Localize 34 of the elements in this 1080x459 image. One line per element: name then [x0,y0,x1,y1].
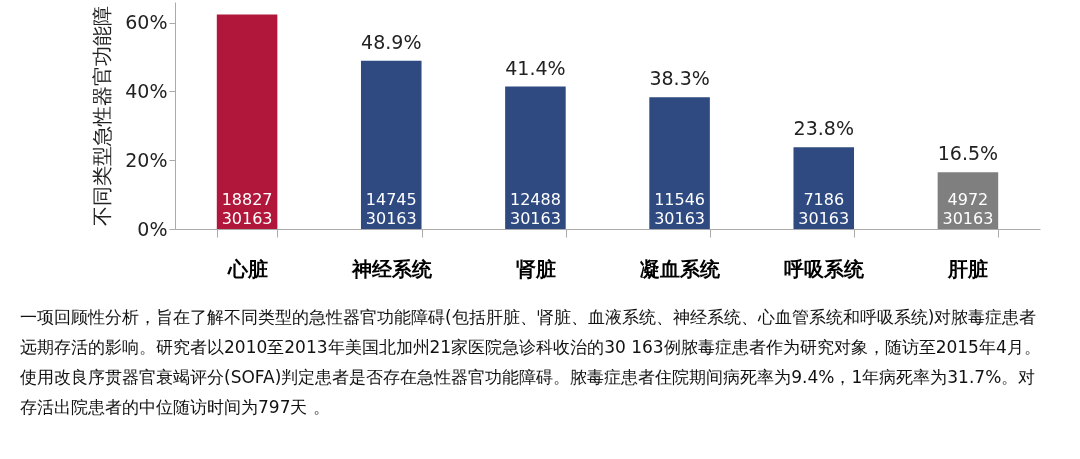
y-tick-label: 40% [125,79,168,102]
annotation: 14745 [365,190,417,209]
y-tick-label: 20% [125,148,168,171]
annotation: 30163 [365,209,417,228]
annotation: 30163 [798,209,850,228]
x-tick-label: 神经系统 [350,256,433,281]
bar [505,86,566,229]
annotation: 12488 [509,190,561,209]
annotation: 18827 [221,190,273,209]
data-label: 16.5% [937,142,999,165]
annotation: 30163 [942,209,994,228]
annotation: 30163 [654,209,706,228]
y-axis-title: 不同类型急性器官功能障 [90,6,115,226]
text: 一项回顾性分析，旨在了解不同类型的急性器官功能障碍(包括肝脏、肾脏、血液系统、神经系统、心血管系统和呼吸系统)对脓毒症患者远期存活的影响。研究者以2010至2013年美国北加州21家医院急诊科收治的30 163例脓毒症患者作为研究对象，随访至2015年4月。使用改良序贯器官衰竭评分(SOFA)判定患者是否存在急性器官功能障碍。脓毒症患者住院期间病死率为9.4%，1年病死率为31.7%。对存活出院患者的中位随访时间为797天 。 [20,306,1042,419]
x-tick-label: 肾脏 [515,256,556,281]
data-label: 23.8% [793,117,854,140]
annotation: 30163 [221,209,273,228]
annotation: 7186 [803,190,845,209]
annotation: 30163 [509,209,561,228]
x-tick-label: 心脏 [226,256,268,281]
annotation: 4972 [947,190,989,209]
data-label: 48.9% [361,30,422,53]
bar [360,60,422,229]
x-tick-label: 呼吸系统 [784,256,866,281]
y-tick-label: 60% [125,11,168,34]
bar [216,14,278,229]
y-tick-label: 0% [137,217,168,240]
bar [793,147,855,229]
data-label: 38.3% [649,67,710,90]
x-tick-label: 凝血系统 [640,256,722,281]
bar [649,97,710,229]
annotation: 11546 [654,190,706,209]
x-tick-label: 肝脏 [947,256,989,281]
data-label: 41.4% [505,56,566,79]
